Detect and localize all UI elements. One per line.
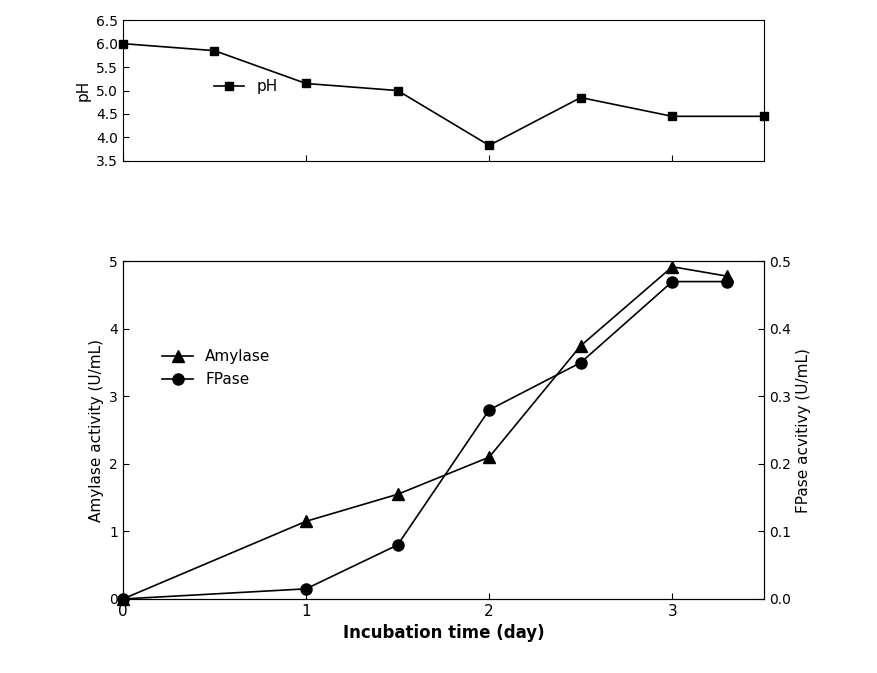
Amylase [574,342,585,350]
pH [483,141,494,149]
Line: Amylase: Amylase [118,261,732,604]
FPase [483,406,494,414]
pH [574,94,585,102]
pH [758,112,768,120]
pH [392,87,403,95]
FPase [392,541,403,549]
FPase [667,277,677,285]
Line: pH: pH [118,40,767,149]
Y-axis label: FPase acvitivy (U/mL): FPase acvitivy (U/mL) [795,348,810,513]
FPase [301,585,311,593]
Amylase [301,518,311,526]
X-axis label: Incubation time (day): Incubation time (day) [342,625,544,643]
FPase [721,277,731,285]
Amylase [667,262,677,271]
Amylase [118,595,128,603]
Amylase [721,272,731,280]
Line: FPase: FPase [118,276,732,604]
pH [118,40,128,48]
Legend: pH: pH [207,73,283,100]
Y-axis label: pH: pH [75,80,90,101]
FPase [118,595,128,603]
Legend: Amylase, FPase: Amylase, FPase [156,343,276,393]
pH [301,79,311,87]
Amylase [483,453,494,461]
FPase [574,359,585,367]
Y-axis label: Amylase activity (U/mL): Amylase activity (U/mL) [89,339,103,522]
Amylase [392,490,403,498]
pH [209,46,219,55]
pH [667,112,677,120]
